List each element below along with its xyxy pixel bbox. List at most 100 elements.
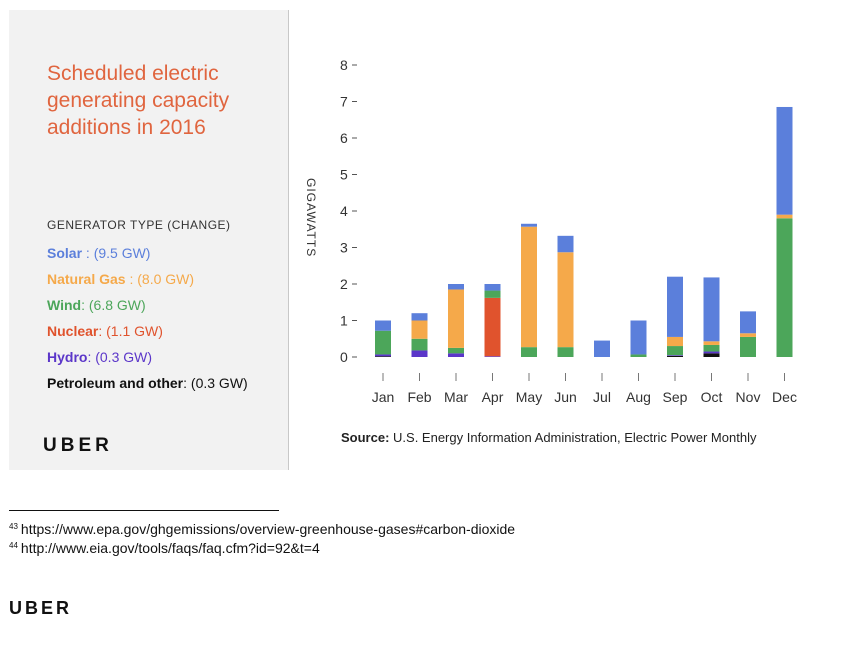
footnote-divider xyxy=(9,510,279,511)
legend-label: Natural Gas xyxy=(47,271,126,287)
legend-separator: : xyxy=(81,297,89,313)
legend-item: Petroleum and other: (0.3 GW) xyxy=(47,370,248,396)
y-tick-label: 2 xyxy=(340,276,348,292)
legend-item: Solar : (9.5 GW) xyxy=(47,240,248,266)
bar-segment-solar xyxy=(667,276,683,337)
uber-footer-logo: UBER xyxy=(9,598,73,618)
legend: Solar : (9.5 GW) Natural Gas : (8.0 GW) Wi… xyxy=(47,240,248,396)
legend-value: (6.8 GW) xyxy=(88,297,146,313)
bar-segment-solar xyxy=(557,235,574,253)
x-tick-label: Mar xyxy=(444,389,468,405)
footnote-number: 43 xyxy=(9,522,18,531)
bar-segment-natural-gas xyxy=(776,214,793,219)
legend-value: (1.1 GW) xyxy=(106,323,163,339)
x-tick-label: May xyxy=(516,389,542,405)
x-tick-label: Aug xyxy=(626,389,651,405)
bar-segment-wind xyxy=(776,218,793,357)
chart-panel: GIGAWATTS 0 1 2 3 4 5 6 7 8 Jan Feb Mar Apr May Jun Jul A… xyxy=(289,10,829,470)
legend-label: Hydro xyxy=(47,349,88,365)
bar-segment-hydro xyxy=(411,350,428,357)
y-tick-label: 3 xyxy=(340,240,348,256)
bar-segment-hydro xyxy=(484,356,501,357)
bar-segment-nuclear xyxy=(484,297,501,357)
legend-value: (0.3 GW) xyxy=(95,349,153,365)
x-tick-label: Jun xyxy=(554,389,577,405)
bar-segment-wind xyxy=(375,330,391,355)
bar-segment-wind xyxy=(521,347,537,357)
bar-segment-solar xyxy=(448,284,464,290)
bar-segment-solar xyxy=(740,311,756,334)
legend-item: Hydro: (0.3 GW) xyxy=(47,344,248,370)
y-tick-label: 7 xyxy=(340,94,348,110)
bar-segment-wind xyxy=(703,344,720,352)
y-tick-label: 4 xyxy=(340,203,348,219)
bar-segment-natural-gas xyxy=(667,336,683,347)
bar-segment-natural-gas xyxy=(448,289,464,348)
legend-heading: GENERATOR TYPE (CHANGE) xyxy=(47,218,231,232)
bar-segment-wind xyxy=(740,336,756,357)
uber-logo: UBER xyxy=(43,435,113,456)
x-tick-label: Oct xyxy=(701,389,723,405)
chart-title: Scheduled electric generating capacity a… xyxy=(47,62,230,139)
bar-segment-natural-gas xyxy=(557,252,574,348)
bar-segment-solar xyxy=(594,340,610,357)
x-tick-label: Jul xyxy=(593,389,611,405)
bar-segment-petroleum-and-other xyxy=(703,353,720,357)
y-tick-label: 6 xyxy=(340,130,348,146)
bar-segment-solar xyxy=(521,223,537,227)
x-tick-label: Feb xyxy=(407,389,431,405)
legend-separator: : xyxy=(87,349,96,365)
bar-segment-natural-gas xyxy=(521,226,537,348)
x-tick-label: Dec xyxy=(772,389,797,405)
y-tick-label: 8 xyxy=(340,57,348,73)
legend-item: Nuclear: (1.1 GW) xyxy=(47,318,248,344)
bar-segment-wind xyxy=(411,338,428,351)
legend-separator: : xyxy=(125,271,138,287)
source-label: Source: xyxy=(341,430,390,445)
legend-label: Solar xyxy=(47,245,83,261)
footnotes: 43 https://www.epa.gov/ghgemissions/overv… xyxy=(9,520,515,558)
bar-segment-petroleum-and-other xyxy=(375,356,391,357)
bar-segment-wind xyxy=(448,347,464,354)
bar-segment-solar xyxy=(776,106,793,215)
y-tick-label: 0 xyxy=(340,349,348,365)
bar-segment-wind xyxy=(667,346,683,356)
bar-segment-petroleum-and-other xyxy=(667,355,683,357)
bar-segment-solar xyxy=(703,277,720,342)
bar-segment-wind xyxy=(484,290,501,298)
legend-panel: Scheduled electric generating capacity a… xyxy=(9,10,289,470)
footnote-number: 44 xyxy=(9,541,18,550)
y-tick-label: 1 xyxy=(340,313,348,329)
legend-separator: : xyxy=(82,245,94,261)
footnote-link[interactable]: http://www.eia.gov/tools/faqs/faq.cfm?id… xyxy=(20,540,320,556)
bar-segment-natural-gas xyxy=(740,333,756,337)
legend-value: (0.3 GW) xyxy=(190,375,248,391)
x-tick-label: Nov xyxy=(736,389,761,405)
source-text: U.S. Energy Information Administration, … xyxy=(393,430,757,445)
y-axis-label: GIGAWATTS xyxy=(304,178,318,257)
bar-segment-hydro xyxy=(448,353,464,357)
legend-label: Wind xyxy=(47,297,82,313)
legend-value: (8.0 GW) xyxy=(137,271,195,287)
legend-label: Nuclear xyxy=(47,323,99,339)
legend-label: Petroleum and other xyxy=(47,375,184,391)
x-tick-label: Jan xyxy=(372,389,395,405)
x-tick-label: Apr xyxy=(482,389,504,405)
bar-segment-natural-gas xyxy=(411,320,428,339)
footnote-link[interactable]: https://www.epa.gov/ghgemissions/overvie… xyxy=(20,521,516,537)
y-tick-label: 5 xyxy=(340,167,348,183)
bar-segment-hydro xyxy=(667,355,683,356)
legend-separator: : xyxy=(183,375,191,391)
bar-segment-hydro xyxy=(375,354,391,357)
bar-segment-solar xyxy=(630,320,647,355)
legend-separator: : xyxy=(98,323,107,339)
bar-segment-hydro xyxy=(703,351,720,354)
footnote-44: 44 http://www.eia.gov/tools/faqs/faq.cfm?… xyxy=(9,539,515,558)
source-note: Source: U.S. Energy Information Administ… xyxy=(341,430,756,445)
bar-segment-solar xyxy=(484,284,501,291)
legend-item: Natural Gas : (8.0 GW) xyxy=(47,266,248,292)
bar-segment-wind xyxy=(630,354,647,357)
bar-segment-solar xyxy=(375,320,391,331)
legend-item: Wind: (6.8 GW) xyxy=(47,292,248,318)
footnote-43: 43 https://www.epa.gov/ghgemissions/overv… xyxy=(9,520,515,539)
